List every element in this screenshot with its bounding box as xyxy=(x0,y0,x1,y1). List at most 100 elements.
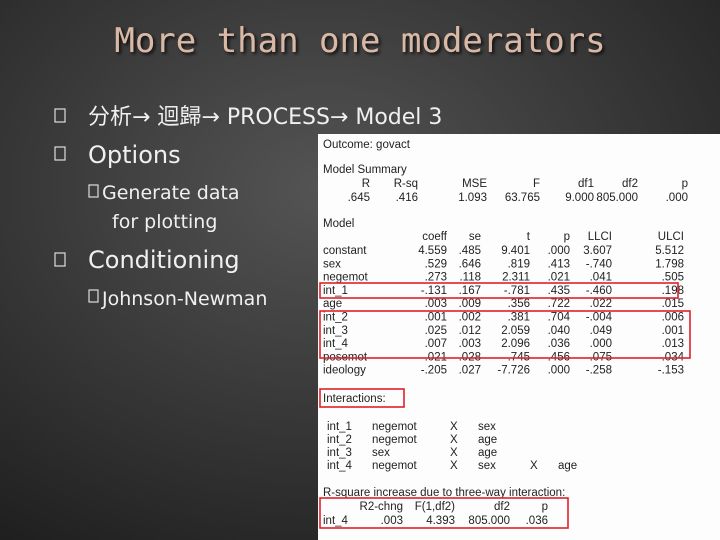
table-header: p xyxy=(564,231,570,243)
table-cell: .505 xyxy=(662,272,684,284)
table-header: R xyxy=(362,178,370,190)
table-cell: 4.393 xyxy=(426,515,455,527)
table-header: MSE xyxy=(462,178,487,190)
interaction-term: sex xyxy=(372,447,390,459)
table-cell: .025 xyxy=(425,325,447,337)
table-cell: constant xyxy=(323,245,367,257)
table-cell: .000 xyxy=(548,365,570,377)
table-cell: negemot xyxy=(323,272,369,284)
table-cell: 3.607 xyxy=(583,245,612,257)
table-header: ULCI xyxy=(658,231,684,243)
table-cell: 4.559 xyxy=(418,245,447,257)
table-cell: .646 xyxy=(459,258,481,270)
table-cell: 9.401 xyxy=(501,245,530,257)
sub-bullet xyxy=(88,184,99,198)
table-cell: .704 xyxy=(548,312,571,324)
table-cell: 2.059 xyxy=(501,325,530,337)
bullet-text: Conditioning xyxy=(88,246,240,274)
output-heading: Model xyxy=(323,218,354,230)
table-cell: .413 xyxy=(548,258,570,270)
table-cell: .118 xyxy=(459,272,481,284)
interaction-term: int_2 xyxy=(327,434,352,446)
highlight-box xyxy=(319,282,679,299)
interaction-term: int_1 xyxy=(327,421,352,433)
highlight-box xyxy=(319,388,405,408)
table-cell: .007 xyxy=(425,338,447,350)
table-cell: -.205 xyxy=(421,365,447,377)
table-cell: int_1 xyxy=(323,285,348,297)
output-heading: Interactions: xyxy=(323,393,386,405)
table-cell: -.740 xyxy=(586,258,612,270)
table-cell: .381 xyxy=(508,312,530,324)
table-cell: 63.765 xyxy=(505,192,540,204)
table-cell: 2.096 xyxy=(501,338,530,350)
table-cell: age xyxy=(323,298,342,310)
table-cell: int_2 xyxy=(323,312,348,324)
interaction-term: X xyxy=(450,447,458,459)
table-cell: 1.798 xyxy=(655,258,684,270)
table-cell: .040 xyxy=(548,325,570,337)
table-cell: .003 xyxy=(459,338,481,350)
bullet-text: Options xyxy=(88,141,181,169)
table-cell: int_4 xyxy=(323,515,349,527)
table-cell: .006 xyxy=(662,312,684,324)
table-header: R2-chng xyxy=(360,501,403,513)
table-cell: .000 xyxy=(666,192,688,204)
interaction-term: X xyxy=(450,421,458,433)
table-cell: .021 xyxy=(548,272,570,284)
table-cell: 805.000 xyxy=(596,192,638,204)
table-cell: .012 xyxy=(459,325,481,337)
table-cell: .036 xyxy=(548,338,570,350)
table-cell: sex xyxy=(323,258,341,270)
interaction-term: X xyxy=(450,434,458,446)
bullet-text: 分析→ 迴歸→ PROCESS→ Model 3 xyxy=(88,105,442,130)
table-cell: int_3 xyxy=(323,325,348,337)
bullet xyxy=(54,108,66,123)
table-cell: .645 xyxy=(348,192,370,204)
table-header: p xyxy=(682,178,688,190)
table-cell: .036 xyxy=(526,515,548,527)
highlight-box xyxy=(319,310,691,359)
sub-bullet xyxy=(88,289,99,303)
table-cell: ideology xyxy=(323,365,366,377)
table-cell: .003 xyxy=(381,515,403,527)
table-cell: .001 xyxy=(662,325,684,337)
table-header: LLCI xyxy=(588,231,612,243)
table-header: R-sq xyxy=(394,178,418,190)
table-header: p xyxy=(542,501,548,513)
interaction-term: negemot xyxy=(372,460,418,472)
table-header: se xyxy=(469,231,481,243)
interaction-term: int_4 xyxy=(327,460,353,472)
table-cell: .356 xyxy=(508,298,530,310)
table-cell: -.131 xyxy=(421,285,447,297)
table-header: df1 xyxy=(578,178,594,190)
table-cell: .416 xyxy=(396,192,418,204)
table-cell: -.460 xyxy=(586,285,612,297)
table-cell: -.153 xyxy=(658,365,684,377)
table-header: df2 xyxy=(622,178,638,190)
sub-bullet-text: for plotting xyxy=(112,211,217,233)
table-cell: -.004 xyxy=(586,312,613,324)
table-cell: .435 xyxy=(548,285,570,297)
interaction-term: sex xyxy=(478,460,496,472)
table-cell: -7.726 xyxy=(497,365,530,377)
table-cell: .000 xyxy=(590,338,612,350)
table-cell: -.781 xyxy=(504,285,530,297)
table-cell: .819 xyxy=(508,258,530,270)
interaction-term: X xyxy=(530,460,538,472)
table-cell: 1.093 xyxy=(458,192,487,204)
table-cell: .722 xyxy=(548,298,570,310)
table-cell: .027 xyxy=(459,365,481,377)
table-cell: int_4 xyxy=(323,338,349,350)
interaction-term: negemot xyxy=(372,434,418,446)
table-cell: .001 xyxy=(425,312,447,324)
slide-title: More than one moderators xyxy=(114,21,605,61)
bullet xyxy=(54,146,66,161)
output-heading: Outcome: govact xyxy=(323,139,411,151)
table-cell: 2.311 xyxy=(502,272,530,284)
table-cell: .273 xyxy=(425,272,447,284)
table-header: t xyxy=(527,231,531,243)
table-cell: .002 xyxy=(459,312,481,324)
sub-bullet-text: Johnson-Newman xyxy=(101,288,267,310)
